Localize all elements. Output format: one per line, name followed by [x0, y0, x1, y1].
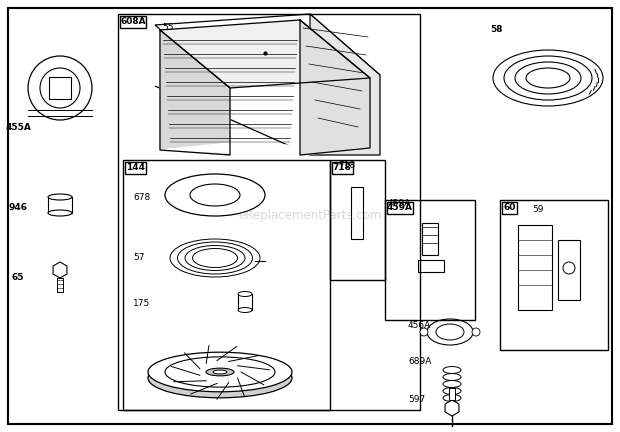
Bar	[558, 240, 580, 300]
Ellipse shape	[148, 358, 292, 398]
Circle shape	[28, 56, 92, 120]
Text: 459A: 459A	[388, 200, 411, 209]
Bar	[385, 200, 475, 320]
Polygon shape	[445, 400, 459, 416]
Text: 144: 144	[126, 163, 144, 172]
Bar	[57, 278, 63, 292]
Text: 59: 59	[532, 206, 544, 215]
Bar	[351, 187, 363, 239]
Text: 718: 718	[338, 161, 355, 169]
Bar	[238, 294, 252, 310]
Bar	[330, 160, 385, 280]
Ellipse shape	[213, 370, 227, 374]
Text: 57: 57	[133, 254, 144, 263]
Text: 597: 597	[408, 396, 425, 404]
Ellipse shape	[48, 194, 72, 200]
Text: 55: 55	[162, 22, 174, 32]
Text: 456A: 456A	[408, 321, 432, 330]
Ellipse shape	[48, 210, 72, 216]
Polygon shape	[155, 14, 380, 86]
Text: 65: 65	[12, 273, 24, 283]
Ellipse shape	[190, 184, 240, 206]
Ellipse shape	[206, 368, 234, 376]
Text: 175: 175	[133, 299, 150, 308]
Bar	[449, 388, 455, 400]
Polygon shape	[53, 262, 67, 278]
Bar	[123, 160, 330, 410]
Bar	[502, 202, 517, 214]
Polygon shape	[160, 143, 370, 155]
Bar	[49, 77, 71, 99]
Bar	[418, 260, 444, 272]
Text: 459A: 459A	[387, 203, 413, 213]
Bar	[48, 197, 72, 213]
Bar	[500, 200, 608, 350]
Ellipse shape	[238, 308, 252, 312]
Bar	[332, 162, 353, 174]
Bar	[125, 162, 146, 174]
Bar	[118, 14, 420, 410]
Polygon shape	[160, 30, 230, 155]
Text: 608A: 608A	[120, 18, 146, 26]
Circle shape	[472, 328, 480, 336]
Bar	[422, 223, 438, 255]
Text: 58: 58	[490, 25, 502, 35]
Text: 60: 60	[503, 203, 516, 213]
Ellipse shape	[427, 319, 473, 345]
Text: 678: 678	[133, 194, 150, 203]
Ellipse shape	[148, 352, 292, 392]
Polygon shape	[160, 20, 370, 88]
Text: eReplacementParts.com: eReplacementParts.com	[238, 210, 382, 222]
Ellipse shape	[165, 357, 275, 387]
Text: 455A: 455A	[5, 124, 31, 133]
Text: 946: 946	[9, 203, 27, 212]
Text: 718: 718	[333, 163, 352, 172]
Ellipse shape	[165, 174, 265, 216]
Polygon shape	[300, 20, 370, 155]
Bar	[518, 225, 552, 310]
Ellipse shape	[238, 292, 252, 296]
Polygon shape	[310, 14, 380, 155]
Polygon shape	[155, 86, 310, 155]
Text: 689A: 689A	[408, 358, 432, 366]
Bar	[120, 16, 146, 28]
Circle shape	[420, 328, 428, 336]
Circle shape	[40, 68, 80, 108]
Ellipse shape	[436, 324, 464, 340]
Circle shape	[563, 262, 575, 274]
Bar	[387, 202, 413, 214]
